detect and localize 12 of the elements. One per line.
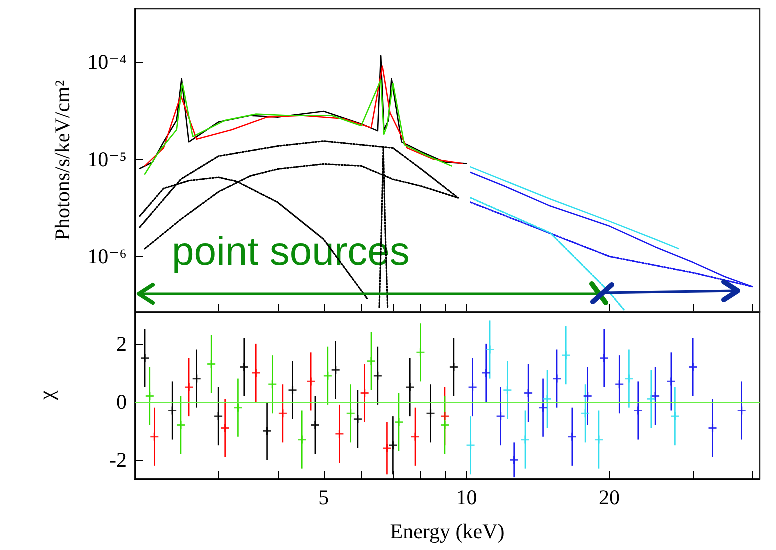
y-tick-label: 10⁻⁴	[88, 50, 127, 74]
y-tick-label: 10⁻⁶	[88, 244, 127, 269]
x-tick-label: 5	[318, 486, 330, 510]
y-tick-label: 10⁻⁵	[88, 147, 127, 172]
y-tick-label: -2	[110, 448, 127, 472]
y-axis-title: χ	[34, 390, 58, 402]
x-tick-label: 10	[456, 486, 478, 510]
x-tick-label: 20	[599, 486, 620, 510]
x-axis-title: Energy (keV)	[390, 520, 505, 544]
y-tick-label: 0	[116, 390, 127, 414]
y-axis-title: Photons/s/keV/cm²	[50, 80, 74, 241]
y-tick-label: 2	[116, 332, 127, 356]
